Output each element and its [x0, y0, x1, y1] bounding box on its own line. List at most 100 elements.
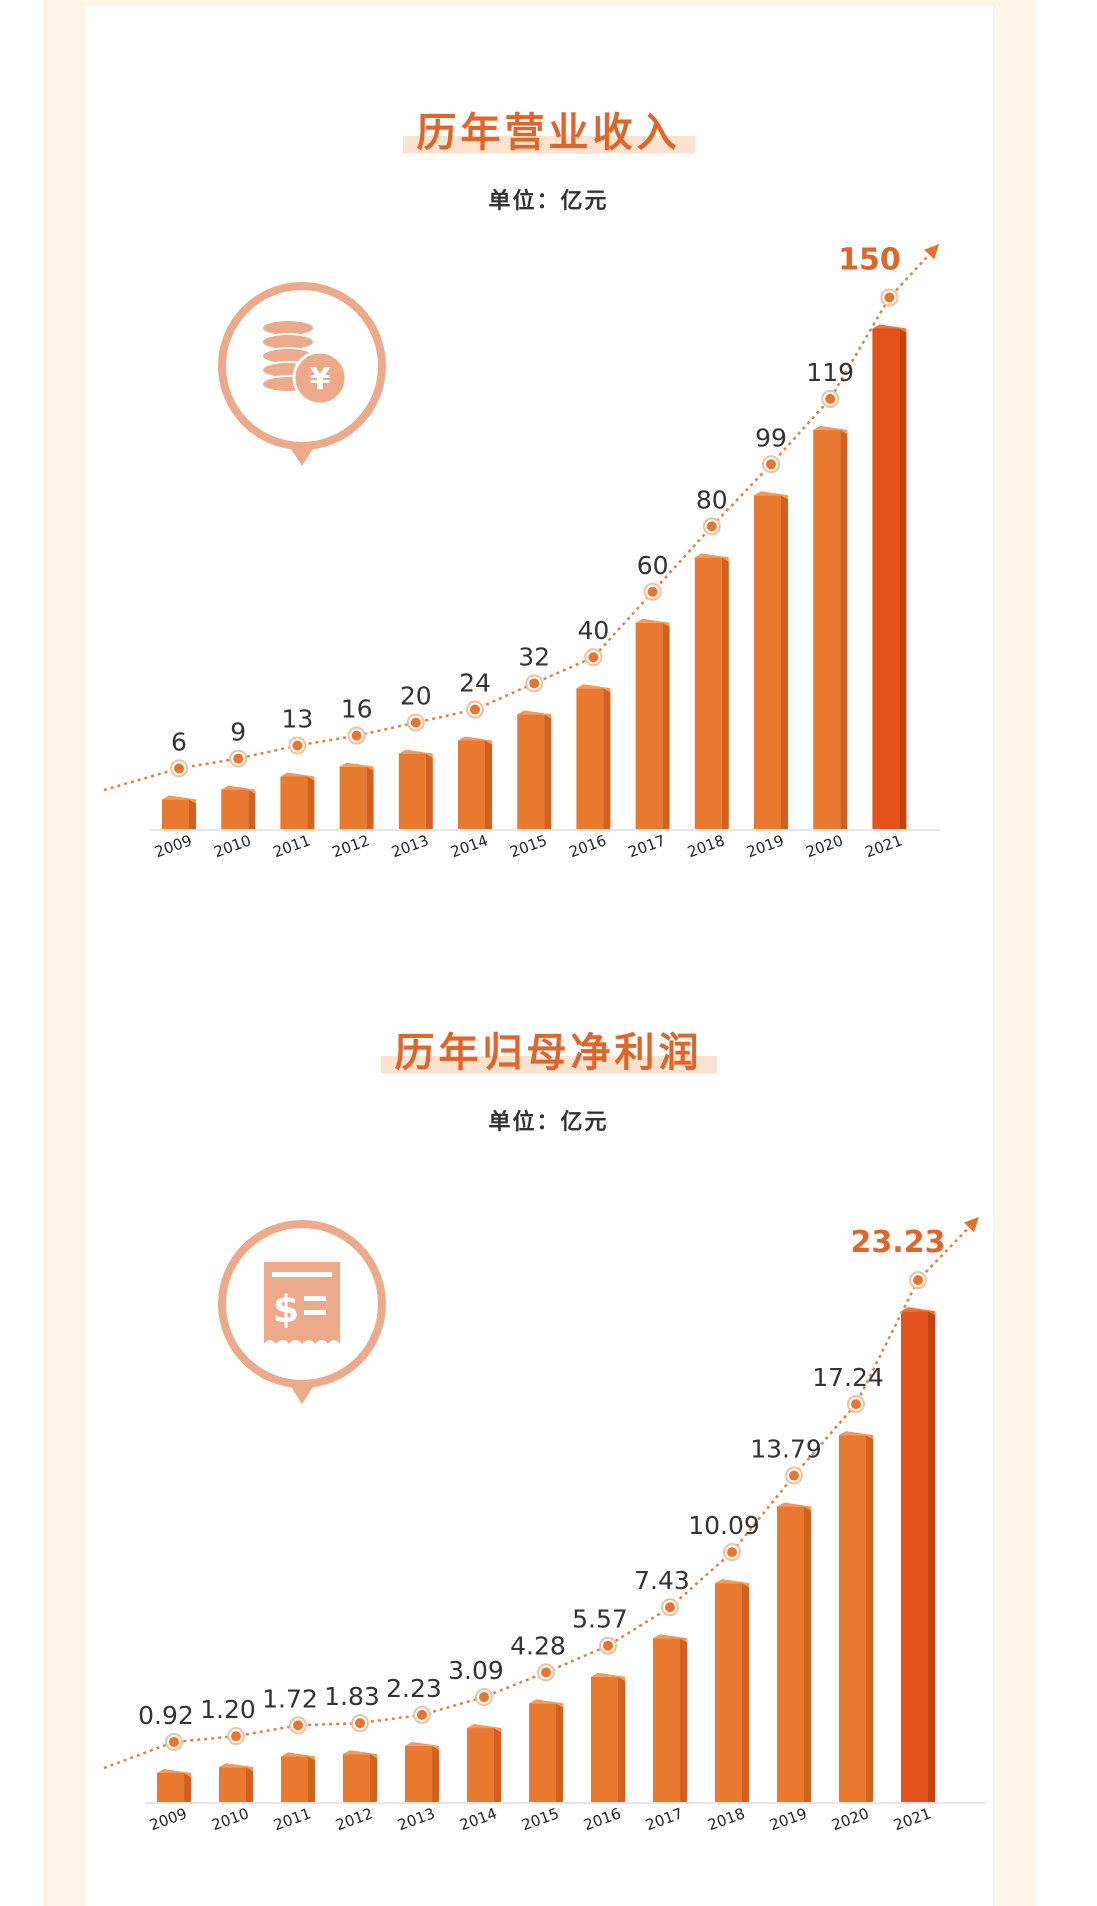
bar-top [694, 553, 729, 562]
bar-top [777, 1502, 811, 1511]
receipt-icon [264, 1262, 340, 1344]
data-label: 16 [341, 695, 373, 724]
bar-top [281, 1752, 315, 1761]
data-label: 60 [637, 551, 669, 580]
bar-2019 [777, 1506, 804, 1802]
bar-side [618, 1676, 625, 1802]
icon-bubble-pointer [288, 444, 316, 466]
bar-side [432, 1745, 439, 1802]
bar-top [467, 1724, 501, 1733]
data-point [647, 586, 658, 597]
bar-side [494, 1728, 501, 1802]
bar-2014 [458, 740, 485, 829]
bar-top [591, 1672, 625, 1681]
receipt-line [304, 1296, 326, 1301]
bar-side [485, 740, 492, 829]
data-label: 40 [577, 616, 609, 645]
data-point [169, 1736, 179, 1747]
data-point [410, 717, 421, 728]
bar-top [635, 618, 670, 627]
data-point [766, 459, 776, 470]
data-label: 1.20 [200, 1695, 256, 1724]
bar-top [343, 1750, 377, 1759]
bar-2014 [467, 1728, 494, 1802]
bar-side [781, 495, 788, 829]
bar-top [157, 1768, 191, 1777]
bar-top [901, 1307, 935, 1316]
x-tick-label: 2011 [271, 1804, 313, 1834]
yen-icon: ¥ [310, 362, 331, 397]
data-label: 9 [230, 718, 246, 747]
bar-top [653, 1634, 687, 1643]
data-point [470, 704, 480, 715]
data-point [706, 521, 717, 532]
bar-2015 [517, 714, 545, 829]
bar-side [928, 1311, 935, 1802]
data-point [529, 678, 540, 689]
data-label: 17.24 [812, 1363, 884, 1392]
data-point [351, 730, 362, 741]
data-label: 3.09 [448, 1656, 504, 1685]
data-label: 23.23 [851, 1225, 946, 1260]
bar-top [339, 762, 374, 771]
bar-side [721, 557, 729, 829]
x-tick-label: 2010 [209, 1804, 251, 1834]
bar-top [458, 736, 492, 745]
data-label: 1.72 [262, 1684, 318, 1713]
bar-side [248, 789, 256, 829]
data-point [825, 393, 836, 404]
data-label: 6 [171, 727, 187, 756]
bar-top [576, 684, 611, 693]
bar-2010 [219, 1767, 246, 1802]
bar-side [366, 766, 374, 829]
unit-label-revenue: 单位：亿元 [488, 189, 609, 214]
x-tick-label: 2016 [581, 1804, 623, 1834]
receipt-line [272, 1272, 332, 1277]
bar-top [280, 772, 315, 781]
data-point [293, 1720, 303, 1731]
receipt-line [304, 1310, 326, 1315]
bar-side [246, 1767, 253, 1802]
data-label: 0.92 [138, 1701, 194, 1730]
x-tick-label: 2018 [705, 1804, 747, 1834]
data-point [727, 1547, 737, 1558]
bar-2011 [280, 776, 308, 829]
bar-top [162, 795, 196, 804]
bar-top [813, 425, 848, 434]
bar-top [405, 1741, 439, 1750]
data-point [355, 1718, 365, 1729]
bar-side [866, 1435, 873, 1802]
bar-2012 [343, 1754, 370, 1802]
bar-side [662, 622, 670, 829]
data-point [603, 1640, 613, 1651]
bar-2017 [653, 1638, 680, 1802]
dollar-icon: $ [273, 1287, 299, 1331]
revenue-chart: ¥2009 2010 2011 2012 2013 2014 2015 2016 2017 201… [103, 243, 940, 861]
data-label: 80 [696, 485, 728, 514]
data-point [588, 652, 599, 663]
bar-2021 [901, 1311, 928, 1802]
data-point [233, 753, 244, 764]
data-point [174, 763, 184, 774]
x-tick-label: 2020 [829, 1804, 871, 1834]
unit-label-profit: 单位：亿元 [488, 1110, 609, 1135]
data-label: 2.23 [386, 1674, 442, 1703]
bar-2020 [813, 429, 841, 829]
data-label: 1.83 [324, 1682, 380, 1711]
bar-2009 [157, 1772, 184, 1802]
bar-2017 [635, 622, 663, 829]
bar-2013 [405, 1745, 432, 1802]
bar-2012 [339, 766, 367, 829]
bar-2016 [576, 688, 604, 829]
chart-title-profit: 历年归母净利润 [0, 1020, 1097, 1078]
bar-side [184, 1772, 191, 1802]
bar-side [840, 429, 848, 829]
data-point [884, 292, 895, 303]
bar-2009 [162, 799, 189, 829]
data-point [851, 1399, 861, 1410]
x-tick-label: 2019 [767, 1804, 809, 1834]
data-label: 13.79 [750, 1435, 822, 1464]
icon-bubble-pointer [288, 1382, 316, 1404]
trend-arrow-icon [963, 1217, 979, 1233]
